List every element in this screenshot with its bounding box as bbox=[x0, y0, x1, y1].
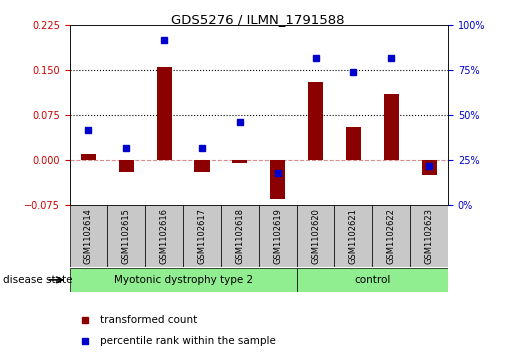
Text: GSM1102622: GSM1102622 bbox=[387, 208, 396, 264]
Bar bbox=[259, 205, 297, 267]
Bar bbox=[183, 205, 221, 267]
Bar bbox=[157, 68, 171, 160]
Text: GSM1102617: GSM1102617 bbox=[198, 208, 207, 264]
Text: GSM1102619: GSM1102619 bbox=[273, 208, 282, 264]
Text: Myotonic dystrophy type 2: Myotonic dystrophy type 2 bbox=[113, 275, 253, 285]
Bar bbox=[221, 205, 259, 267]
Bar bbox=[195, 160, 210, 172]
Text: GSM1102623: GSM1102623 bbox=[425, 208, 434, 264]
Text: GDS5276 / ILMN_1791588: GDS5276 / ILMN_1791588 bbox=[171, 13, 344, 26]
Text: control: control bbox=[354, 275, 390, 285]
Bar bbox=[81, 154, 96, 160]
Bar bbox=[346, 127, 361, 160]
Text: percentile rank within the sample: percentile rank within the sample bbox=[100, 336, 276, 346]
Text: GSM1102621: GSM1102621 bbox=[349, 208, 358, 264]
Text: GSM1102616: GSM1102616 bbox=[160, 208, 168, 264]
Text: disease state: disease state bbox=[3, 275, 72, 285]
Bar bbox=[335, 205, 372, 267]
Bar bbox=[372, 205, 410, 267]
Text: GSM1102620: GSM1102620 bbox=[311, 208, 320, 264]
Text: GSM1102618: GSM1102618 bbox=[235, 208, 244, 264]
Text: transformed count: transformed count bbox=[100, 315, 197, 325]
Bar bbox=[70, 205, 107, 267]
Bar bbox=[410, 205, 448, 267]
Bar bbox=[145, 205, 183, 267]
Bar bbox=[422, 160, 437, 175]
Bar bbox=[297, 268, 448, 292]
Bar bbox=[270, 160, 285, 199]
Bar bbox=[119, 160, 134, 172]
Text: GSM1102615: GSM1102615 bbox=[122, 208, 131, 264]
Bar bbox=[232, 160, 247, 163]
Text: GSM1102614: GSM1102614 bbox=[84, 208, 93, 264]
Bar bbox=[107, 205, 145, 267]
Bar bbox=[70, 268, 297, 292]
Bar bbox=[384, 94, 399, 160]
Bar bbox=[297, 205, 335, 267]
Bar bbox=[308, 82, 323, 160]
